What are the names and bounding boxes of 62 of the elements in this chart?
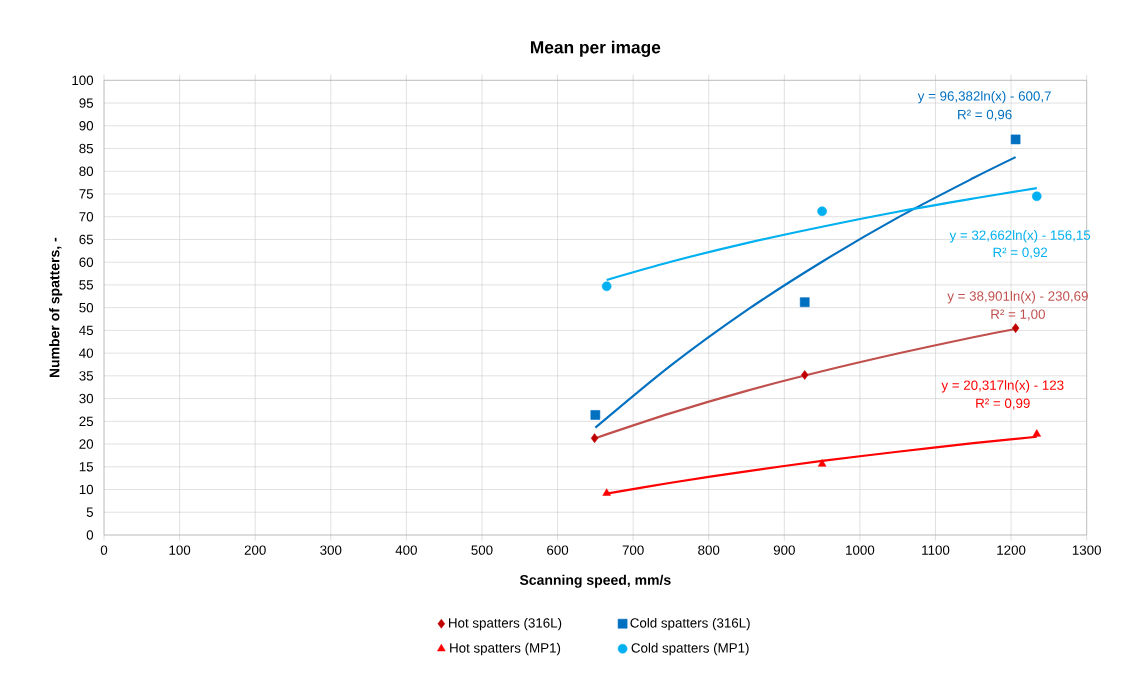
y-tick-label: 30 — [79, 393, 94, 404]
point — [817, 206, 827, 217]
y-tick-label: 95 — [79, 98, 94, 108]
y-tick-label: 70 — [79, 212, 94, 222]
annotation: y = 20,317ln(x) - 123 — [941, 380, 1064, 393]
y-tick-label: 90 — [79, 121, 94, 131]
point — [1031, 191, 1042, 202]
legend-label: Cold spatters (316L) — [630, 617, 750, 631]
x-tick-label: 100 — [169, 545, 191, 555]
y-axis-title: Number of spatters, - — [49, 237, 63, 378]
y-tick-label: 25 — [79, 416, 94, 427]
point — [817, 459, 827, 467]
annotation: R² = 0,99 — [976, 398, 1030, 410]
point — [799, 297, 810, 307]
y-tick-label: 10 — [79, 484, 94, 495]
x-tick-label: 1100 — [922, 545, 950, 555]
y-tick-label: 40 — [79, 348, 94, 358]
x-tick-label: 500 — [471, 545, 493, 555]
x-tick-label: 0 — [100, 545, 108, 555]
y-tick-label: 45 — [79, 325, 94, 336]
chart-title: Mean per image — [530, 40, 661, 57]
x-tick-label: 1200 — [997, 545, 1026, 555]
annotation: y = 32,662ln(x) - 156,15 — [949, 230, 1091, 243]
point — [601, 281, 612, 292]
y-tick-label: 75 — [79, 189, 94, 199]
y-tick-label: 55 — [79, 280, 94, 290]
x-tick-label: 200 — [244, 545, 266, 555]
y-tick-label: 100 — [72, 75, 94, 86]
x-tick-label: 700 — [622, 545, 644, 555]
y-tick-label: 20 — [79, 439, 94, 449]
point — [590, 410, 601, 420]
legend-label: Hot spatters (MP1) — [450, 642, 561, 656]
annotation: R² = 0,96 — [958, 109, 1012, 121]
point — [602, 488, 611, 496]
y-tick-label: 35 — [79, 371, 94, 381]
point — [1032, 429, 1041, 437]
point — [1010, 134, 1021, 145]
annotation: y = 96,382ln(x) - 600,7 — [917, 90, 1051, 104]
x-tick-label: 1300 — [1072, 545, 1101, 555]
x-tick-label: 800 — [698, 545, 720, 555]
legend-label: Hot spatters (316L) — [449, 617, 562, 631]
y-tick-label: 0 — [86, 530, 94, 540]
legend-label: Cold spatters (MP1) — [631, 642, 749, 656]
point — [590, 433, 599, 443]
x-axis-title: Scanning speed, mm/s — [519, 574, 671, 588]
x-tick-label: 400 — [395, 545, 417, 555]
x-tick-label: 900 — [773, 545, 795, 555]
y-tick-label: 65 — [79, 234, 94, 245]
y-tick-label: 15 — [79, 462, 94, 472]
x-tick-label: 1000 — [846, 545, 875, 555]
y-tick-label: 80 — [79, 166, 94, 176]
y-tick-label: 5 — [86, 507, 94, 517]
x-tick-label: 300 — [320, 545, 342, 555]
annotation: y = 38,901ln(x) - 230,69 — [947, 290, 1088, 304]
annotation: R² = 0,92 — [993, 247, 1048, 259]
y-tick-label: 85 — [79, 143, 94, 154]
point — [1011, 323, 1020, 333]
point — [801, 370, 809, 380]
y-tick-label: 50 — [79, 302, 94, 313]
y-tick-label: 60 — [79, 257, 94, 267]
annotation: R² = 1,00 — [991, 309, 1045, 321]
x-tick-label: 600 — [547, 545, 569, 555]
